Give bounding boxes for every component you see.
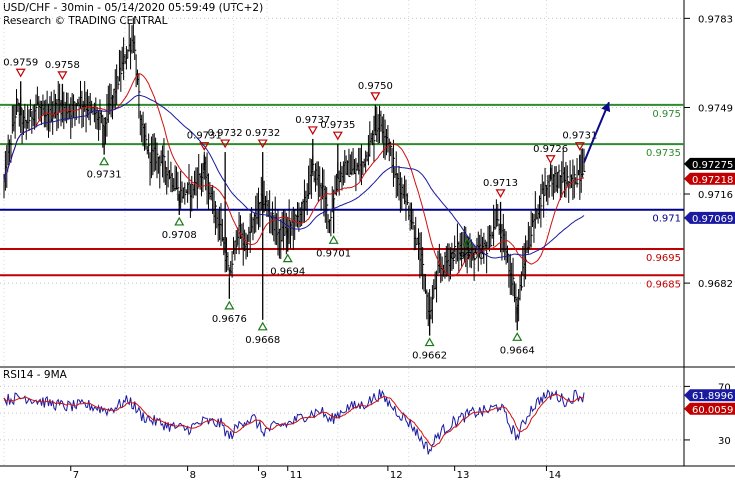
price-tick-label: 0.9749 (698, 103, 733, 114)
rsi-title: RSI14 - 9MA (3, 369, 68, 381)
swing-low-label: 0.9668 (245, 335, 280, 346)
swing-high-label: 0.9759 (3, 57, 38, 68)
swing-low-marker (512, 332, 523, 341)
swing-high-label: 0.9732 (208, 128, 243, 139)
price-tag-last (684, 157, 735, 170)
level-label: 0.971 (652, 214, 681, 225)
swing-low-label: 0.9664 (500, 345, 535, 356)
swing-low-label: 0.9676 (212, 314, 247, 325)
swing-high-label: 0.9732 (245, 128, 280, 139)
price-tick-label: 0.9716 (698, 190, 733, 201)
level-label: 0.9735 (646, 148, 681, 159)
time-tick-label: 9 (261, 470, 267, 480)
level-label: 0.975 (652, 109, 681, 120)
rsi-tick-label: 30 (718, 436, 731, 447)
time-tick-label: 11 (290, 470, 303, 480)
time-tick-label: 14 (548, 470, 561, 480)
swing-low-marker (224, 300, 235, 310)
time-axis: 7 8 9 11 12 13 14 (70, 466, 561, 480)
moving-averages (3, 73, 585, 277)
swing-low-marker (282, 253, 293, 263)
swing-high-label: 0.9735 (320, 120, 355, 131)
swing-high-marker (15, 68, 26, 78)
swing-low-label: 0.9694 (270, 267, 305, 278)
swing-high-marker (332, 131, 343, 141)
rsi-line (3, 389, 585, 455)
level-label: 0.9685 (646, 279, 681, 290)
swing-high-label: 0.9731 (187, 131, 222, 142)
swing-high-label: 0.9758 (45, 60, 80, 71)
rsi-value-label: 61.8996 (692, 391, 733, 402)
rsi-value-label: 60.0059 (692, 405, 733, 416)
price-tag-slow_ma (684, 211, 735, 224)
swing-high-marker (574, 142, 585, 151)
swing-low-label: 0.9701 (316, 248, 351, 259)
rsi-tick-label: 70 (718, 382, 731, 393)
swing-high-label: 0.9750 (358, 81, 393, 92)
price-tag-fast_ma (684, 172, 735, 185)
rsi-value-tag (684, 389, 735, 402)
slow-moving-average (3, 94, 585, 259)
level-label: 0.9695 (646, 253, 681, 264)
forecast-arrow (583, 101, 611, 163)
swing-high-marker (57, 71, 68, 81)
swing-low-marker (174, 216, 185, 226)
time-tick-label: 12 (390, 470, 403, 480)
swing-high-label: 0.9726 (533, 144, 568, 155)
rsi-panel: 70 30 61.8996 60.0059 (3, 382, 735, 455)
swing-high-marker (370, 92, 381, 102)
time-tick-label: 7 (73, 470, 79, 480)
swing-low-label: 0.9700 (450, 251, 485, 262)
price-tick-label: 0.9682 (698, 279, 733, 290)
swing-low-label: 0.9708 (162, 230, 197, 241)
swing-high-marker (545, 155, 556, 164)
swing-high-marker (257, 139, 268, 149)
price-tag-label: 0.97275 (692, 160, 733, 171)
fast-moving-average (3, 73, 585, 277)
swing-low-marker (424, 337, 435, 347)
swing-low-marker (328, 235, 339, 244)
forecast-arrow-head (601, 102, 611, 113)
price-tags: 0.97275 0.97218 0.97069 (684, 157, 735, 225)
grid (0, 0, 684, 466)
panel-frames (0, 0, 735, 467)
swing-low-label: 0.9662 (412, 351, 447, 362)
price-series (3, 17, 586, 336)
price-axis: 0.9783 0.9749 0.9716 0.9682 (684, 14, 733, 290)
swing-high-label: 0.9731 (562, 131, 597, 142)
rsi-value-tag (684, 402, 735, 415)
swing-high-marker (220, 139, 231, 149)
price-tag-label: 0.97218 (692, 175, 733, 186)
swing-high-label: 0.9713 (483, 178, 518, 189)
swing-low-label: 0.9731 (87, 170, 122, 181)
time-tick-label: 8 (190, 470, 196, 480)
swing-low-marker (257, 321, 268, 331)
swing-low-marker (462, 237, 473, 247)
swing-high-marker (307, 126, 318, 136)
chart-title: USD/CHF - 30min - 05/14/2020 05:59:49 (U… (3, 2, 263, 14)
chart-subtitle: Research © TRADING CENTRAL (3, 15, 168, 27)
price-tick-label: 0.9783 (698, 14, 733, 25)
price-tag-label: 0.97069 (692, 214, 733, 225)
swing-high-marker (495, 189, 506, 199)
rsi-ma-line (3, 393, 585, 448)
swing-high-label: 0.9737 (295, 115, 330, 126)
swing-high-marker (199, 142, 210, 151)
swing-low-marker (99, 156, 110, 166)
time-tick-label: 13 (457, 470, 470, 480)
